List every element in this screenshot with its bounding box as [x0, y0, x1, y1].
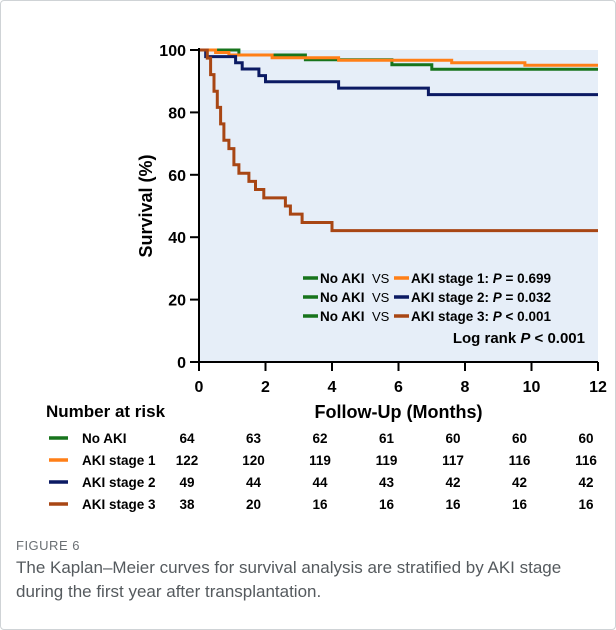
- risk-cell: 42: [445, 475, 460, 490]
- legend-vs: VS: [372, 271, 390, 286]
- risk-cell: 116: [575, 453, 597, 468]
- risk-cell: 117: [442, 453, 464, 468]
- legend-entry-name: AKI stage 2:: [411, 290, 493, 305]
- legend-entry-name: AKI stage 1:: [411, 271, 493, 286]
- risk-cell: 16: [578, 497, 594, 512]
- risk-cell: 20: [246, 497, 261, 512]
- series-line-aki-stage-3: [199, 48, 598, 233]
- legend-p-label: P: [493, 309, 503, 324]
- legend-entry-aki-stage-1: AKI stage 1: P = 0.699: [411, 271, 551, 286]
- legend-entry-aki-stage-3: AKI stage 3: P < 0.001: [411, 309, 551, 324]
- log-rank-prefix: Log rank: [453, 330, 521, 347]
- y-tick-label: 20: [168, 293, 186, 310]
- legend: No AKI VS AKI stage 1: P = 0.699 No AKI VS AK…: [303, 271, 585, 347]
- risk-cell: 16: [445, 497, 461, 512]
- x-tick-label: 12: [589, 379, 607, 396]
- risk-row-name: AKI stage 2: [82, 475, 156, 490]
- risk-row-name: No AKI: [82, 431, 127, 446]
- risk-row-name: AKI stage 1: [82, 453, 156, 468]
- legend-p-value: < 0.001: [502, 309, 552, 324]
- legend-vs: VS: [372, 309, 390, 324]
- risk-cell: 44: [312, 475, 328, 490]
- axes: 0 20 40 60 80 100 0 2 4 6 8 10 12 Follow-Up (Months) S…: [136, 43, 607, 422]
- x-tick-label: 2: [261, 379, 270, 396]
- risk-cell: 60: [445, 431, 460, 446]
- risk-cell: 60: [578, 431, 593, 446]
- risk-cell: 49: [179, 475, 194, 490]
- km-survival-chart: 0 20 40 60 80 100 0 2 4 6 8 10 12 Follow-Up (Months) S…: [46, 43, 607, 512]
- legend-p-value: = 0.032: [502, 290, 551, 305]
- x-tick-label: 10: [523, 379, 541, 396]
- risk-cell: 42: [512, 475, 527, 490]
- series-line-aki-stage-2: [199, 48, 598, 97]
- log-rank-p-label: P: [520, 330, 531, 347]
- legend-p-label: P: [493, 290, 503, 305]
- risk-cell: 38: [179, 497, 195, 512]
- x-tick-label: 4: [328, 379, 337, 396]
- risk-cell: 63: [246, 431, 262, 446]
- legend-ref-label: No AKI: [320, 271, 365, 286]
- risk-cell: 44: [246, 475, 262, 490]
- risk-cell: 116: [509, 453, 531, 468]
- y-tick-label: 100: [159, 43, 186, 60]
- risk-cell: 64: [179, 431, 195, 446]
- plot-background: [199, 50, 598, 362]
- log-rank-value: < 0.001: [530, 330, 585, 347]
- x-axis-title: Follow-Up (Months): [315, 402, 483, 422]
- x-tick-label: 8: [461, 379, 470, 396]
- x-tick-label: 6: [394, 379, 403, 396]
- risk-cell: 122: [176, 453, 199, 468]
- legend-entry-name: AKI stage 3:: [411, 309, 493, 324]
- risk-cell: 16: [512, 497, 528, 512]
- figure-label: FIGURE 6: [16, 538, 80, 553]
- y-tick-label: 60: [168, 168, 186, 185]
- legend-vs: VS: [372, 290, 390, 305]
- risk-cell: 61: [379, 431, 395, 446]
- risk-cell: 42: [578, 475, 593, 490]
- legend-p-label: P: [493, 271, 503, 286]
- risk-cell: 62: [312, 431, 327, 446]
- y-tick-label: 0: [177, 355, 186, 372]
- legend-p-value: = 0.699: [502, 271, 551, 286]
- series-line-aki-stage-1: [199, 48, 598, 67]
- legend-entry-aki-stage-2: AKI stage 2: P = 0.032: [411, 290, 551, 305]
- risk-cell: 120: [242, 453, 265, 468]
- risk-cell: 43: [379, 475, 395, 490]
- risk-cell: 16: [312, 497, 328, 512]
- x-tick-label: 0: [195, 379, 204, 396]
- risk-table: Number at risk No AKI 64 63 62 61 60 60 60 AKI st…: [46, 402, 597, 512]
- figure-caption: The Kaplan–Meier curves for survival ana…: [16, 558, 562, 601]
- legend-ref-label: No AKI: [320, 290, 365, 305]
- y-axis-title: Survival (%): [136, 154, 156, 257]
- risk-row-name: AKI stage 3: [82, 497, 156, 512]
- risk-cell: 60: [512, 431, 527, 446]
- risk-cell: 119: [376, 453, 398, 468]
- y-tick-label: 80: [168, 105, 186, 122]
- log-rank-label: Log rank P < 0.001: [453, 330, 585, 347]
- survival-curves: [199, 48, 598, 233]
- risk-table-title: Number at risk: [46, 402, 166, 421]
- legend-ref-label: No AKI: [320, 309, 365, 324]
- y-tick-label: 40: [168, 230, 186, 247]
- risk-cell: 119: [309, 453, 331, 468]
- risk-cell: 16: [379, 497, 395, 512]
